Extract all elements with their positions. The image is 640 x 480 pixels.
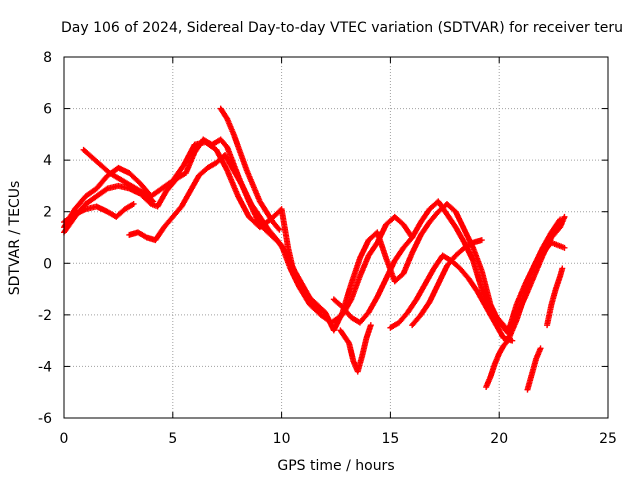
y-tick-label: 0 bbox=[43, 256, 52, 272]
data-marker-track-e bbox=[126, 151, 324, 316]
series-track-h bbox=[387, 252, 516, 344]
data-points bbox=[61, 105, 568, 393]
series-track-i bbox=[409, 237, 485, 329]
series-track-f bbox=[217, 105, 283, 233]
y-tick-label: 6 bbox=[43, 102, 52, 118]
series-track-g bbox=[330, 234, 416, 326]
y-tick-label: 2 bbox=[43, 205, 52, 221]
series-track-k bbox=[483, 275, 533, 391]
x-ticks: 0 5 10 15 20 25 bbox=[60, 57, 617, 447]
series-track-j bbox=[337, 322, 374, 375]
plot-frame bbox=[63, 56, 609, 419]
y-tick-label: -4 bbox=[38, 359, 52, 375]
x-tick-label: 15 bbox=[381, 431, 399, 447]
chart-title: Day 106 of 2024, Sidereal Day-to-day VTE… bbox=[61, 20, 623, 36]
y-ticks: -6 -4 -2 0 2 4 6 8 bbox=[38, 50, 608, 427]
x-tick-label: 20 bbox=[490, 431, 508, 447]
data-marker-track-n bbox=[535, 239, 568, 262]
x-tick-label: 25 bbox=[599, 431, 617, 447]
x-tick-label: 5 bbox=[168, 431, 177, 447]
x-tick-label: 0 bbox=[60, 431, 69, 447]
data-marker-track-g bbox=[330, 234, 416, 326]
data-marker-track-k bbox=[483, 275, 533, 391]
y-tick-label: 4 bbox=[43, 153, 52, 169]
data-marker-track-f bbox=[217, 105, 283, 233]
y-tick-label: 8 bbox=[43, 50, 52, 66]
data-marker-track-i bbox=[409, 237, 485, 329]
data-marker-track-j bbox=[337, 322, 374, 375]
y-tick-label: -6 bbox=[38, 411, 52, 427]
data-marker-track-h bbox=[387, 252, 516, 344]
series-track-m bbox=[544, 265, 566, 329]
y-tick-label: -2 bbox=[38, 308, 52, 324]
data-marker-track-m bbox=[544, 265, 566, 329]
series-track-e bbox=[126, 151, 324, 316]
data-marker-track-l bbox=[524, 345, 544, 393]
x-axis-label: GPS time / hours bbox=[277, 458, 394, 474]
series-track-n bbox=[535, 239, 568, 262]
data-marker-track-c bbox=[80, 146, 157, 205]
series-track-l bbox=[524, 345, 544, 393]
y-axis-label: SDTVAR / TECUs bbox=[7, 181, 23, 296]
x-tick-label: 10 bbox=[273, 431, 291, 447]
series-track-c bbox=[80, 146, 157, 205]
